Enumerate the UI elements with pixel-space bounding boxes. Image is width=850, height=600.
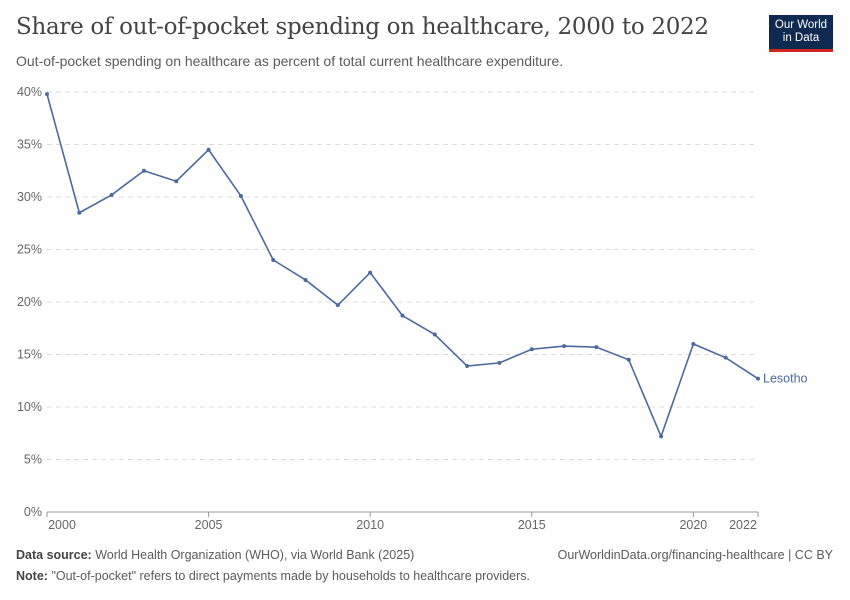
- logo-line2: in Data: [782, 32, 820, 44]
- x-tick-label: 2000: [48, 518, 76, 532]
- data-point: [303, 277, 308, 282]
- data-point: [45, 92, 49, 97]
- y-tick-label: 15%: [17, 348, 42, 362]
- data-point: [174, 179, 179, 184]
- y-tick-label: 30%: [17, 190, 42, 204]
- y-tick-label: 40%: [17, 85, 42, 99]
- data-point: [432, 332, 437, 337]
- data-point: [691, 342, 696, 346]
- series-label: Lesotho: [763, 372, 808, 386]
- data-point: [77, 210, 82, 215]
- data-point: [756, 376, 760, 381]
- y-tick-label: 5%: [24, 453, 42, 467]
- data-point: [238, 193, 243, 198]
- data-point: [368, 270, 373, 275]
- data-point: [465, 364, 470, 369]
- data-point: [109, 192, 114, 197]
- y-tick-label: 20%: [17, 295, 42, 309]
- x-tick-label: 2022: [729, 518, 757, 532]
- x-tick-label: 2005: [195, 518, 223, 532]
- data-point: [594, 345, 599, 350]
- y-tick-label: 10%: [17, 400, 42, 414]
- data-point: [206, 147, 211, 152]
- data-point: [659, 434, 664, 439]
- series-line: [46, 93, 759, 439]
- data-point: [723, 355, 728, 360]
- data-point: [562, 344, 567, 349]
- owid-logo[interactable]: Our World in Data: [769, 15, 833, 52]
- chart-title: Share of out-of-pocket spending on healt…: [16, 14, 709, 40]
- data-point: [626, 357, 631, 362]
- data-point: [497, 360, 502, 365]
- footer-url[interactable]: OurWorldinData.org/financing-healthcare …: [557, 548, 833, 562]
- footnote: Note: "Out-of-pocket" refers to direct p…: [16, 569, 530, 583]
- source-link[interactable]: World Health Organization (WHO), via Wor…: [95, 548, 415, 562]
- data-source: Data source: World Health Organization (…: [16, 548, 415, 562]
- data-point: [400, 313, 405, 318]
- x-tick-label: 2020: [679, 518, 707, 532]
- logo-line1: Our World: [774, 19, 828, 31]
- chart-subtitle: Out-of-pocket spending on healthcare as …: [16, 53, 564, 69]
- data-point: [335, 303, 340, 308]
- y-tick-label: 0%: [24, 505, 42, 519]
- x-tick-label: 2015: [518, 518, 546, 532]
- y-tick-label: 25%: [17, 243, 42, 257]
- data-point: [141, 168, 146, 173]
- x-tick-label: 2010: [356, 518, 384, 532]
- y-tick-label: 35%: [17, 138, 42, 152]
- data-point: [529, 347, 534, 352]
- data-point: [271, 258, 276, 262]
